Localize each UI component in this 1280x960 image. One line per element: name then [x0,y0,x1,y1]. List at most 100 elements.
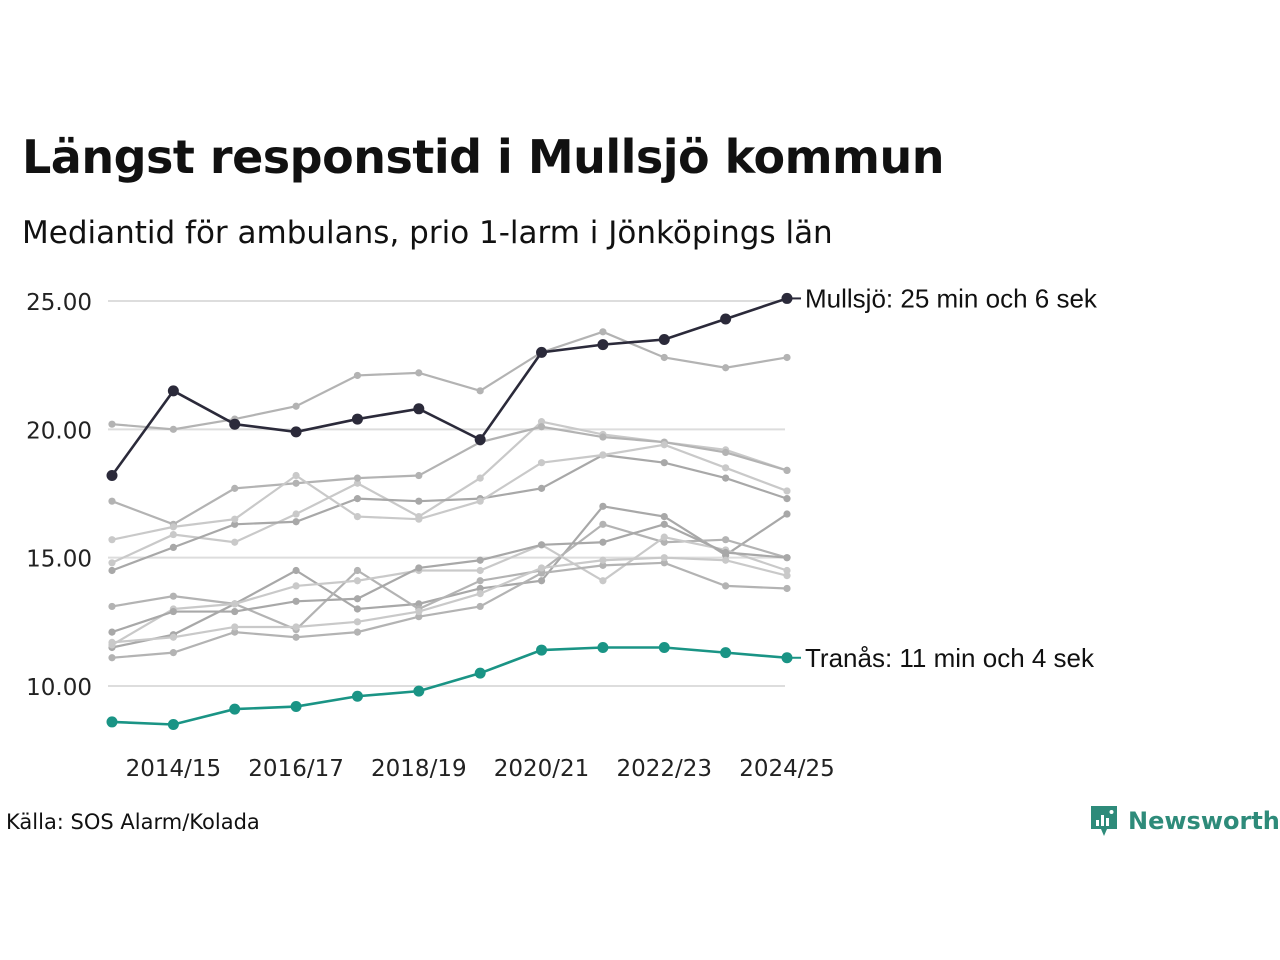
data-point [292,518,300,526]
data-point [231,538,239,546]
data-point [229,418,241,430]
series-line [108,451,791,575]
series-end-label: Mullsjö: 25 min och 6 sek [805,283,1098,313]
series-line [108,502,791,652]
series-path [111,453,788,572]
source-note: Källa: SOS Alarm/Kolada [6,810,260,834]
x-tick-label: 2016/17 [248,756,344,782]
series-path [111,646,788,726]
data-point [722,474,730,482]
gridlines [108,300,785,687]
series-line [108,423,791,528]
data-point [413,685,425,697]
data-point [537,577,546,585]
data-point [353,566,362,575]
data-point [537,418,546,426]
data-point [231,515,239,523]
series-path [110,297,788,477]
data-point [537,541,546,549]
data-point [415,471,423,480]
data-point [474,667,486,679]
data-point [415,600,423,608]
data-point [169,633,177,641]
data-point [351,690,363,702]
x-tick-label: 2014/15 [126,756,222,782]
data-point [415,607,423,616]
data-point [476,497,484,505]
data-point [476,602,484,611]
series-line [108,441,791,544]
data-point [169,425,177,433]
x-tick-label: 2020/21 [494,756,590,782]
data-point [292,510,300,518]
data-point [536,346,548,358]
data-point [353,605,362,613]
data-point [599,561,607,569]
data-point [353,618,362,626]
data-point [783,353,791,362]
data-point [292,479,300,487]
data-point [660,554,668,562]
data-point [599,502,607,510]
data-point [599,577,607,585]
x-tick-label: 2018/19 [371,756,467,782]
data-point [108,654,116,662]
data-point [353,371,362,380]
background-series [108,328,791,662]
data-point [783,572,791,580]
data-point [783,566,791,575]
data-point [722,464,730,472]
series-line [108,418,791,567]
series-line [108,554,791,646]
data-point [169,592,177,600]
data-point [536,644,548,656]
data-point [231,623,239,631]
data-point [106,716,118,728]
series-path [111,523,788,631]
data-point [108,638,116,646]
data-point [722,536,730,544]
series-path [111,425,788,526]
data-point [292,597,300,605]
data-point [783,510,791,518]
data-point [476,590,484,598]
data-point [599,328,607,336]
data-point [353,577,362,585]
data-point [353,513,362,521]
series-line [108,520,791,636]
data-point [597,339,609,351]
data-point [290,701,302,713]
series-line [108,559,791,662]
data-point [597,642,609,653]
data-point [783,466,791,474]
data-point [722,548,730,557]
data-point [231,484,239,492]
data-point [722,448,730,457]
data-point [413,403,425,415]
series-end-label: Tranås: 11 min och 4 sek [805,643,1095,673]
data-point [783,584,791,593]
data-point [537,564,546,572]
data-point [599,520,607,528]
data-point [660,533,668,541]
chart-subtitle: Mediantid för ambulans, prio 1-larm i Jö… [22,215,833,251]
data-point [415,369,423,377]
data-point [351,413,363,425]
data-point [783,495,791,503]
series-path [111,561,788,659]
data-point [660,441,668,449]
data-point [415,497,423,505]
brand[interactable]: Newsworthy [1088,803,1280,839]
data-point [169,530,177,539]
data-point [353,474,362,482]
data-point [353,495,362,503]
highlight-series-tranås: Tranås: 11 min och 4 sek [106,642,1095,730]
series-path [111,556,788,644]
data-point [476,577,484,585]
series-path [111,535,788,646]
series-path [111,443,788,541]
data-point [722,556,730,564]
data-point [292,633,300,641]
data-point [660,513,668,521]
